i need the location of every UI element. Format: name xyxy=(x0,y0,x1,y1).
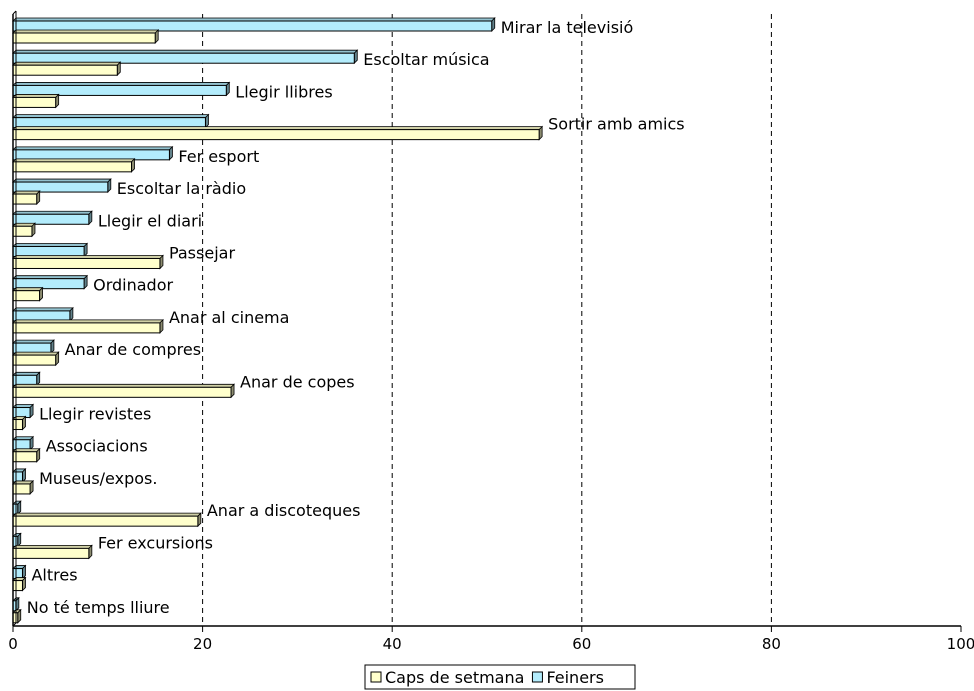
axes: 0 20 40 60 80 100 xyxy=(8,10,974,653)
category-labels: Mirar la televisió Escoltar música Llegir … xyxy=(27,18,685,617)
x-tick-label-40: 40 xyxy=(383,635,402,653)
bar-caps-de-setmana-llegir-el-diari xyxy=(12,222,36,238)
category-label-associacions: Associacions xyxy=(46,437,148,456)
bar-caps-de-setmana-sortir-amb-amics xyxy=(12,125,544,141)
x-tick-label-100: 100 xyxy=(947,635,974,653)
bar-feiners-sortir-amb-amics xyxy=(12,113,210,129)
bar-caps-de-setmana-ordinador xyxy=(12,286,44,302)
category-label-sortir-amb-amics: Sortir amb amics xyxy=(548,115,685,134)
category-label-ordinador: Ordinador xyxy=(93,276,173,295)
bar-feiners-anar-de-compres xyxy=(12,339,55,355)
bar-feiners-passejar xyxy=(12,242,89,258)
legend-box xyxy=(364,664,636,690)
x-tick-label-20: 20 xyxy=(193,635,212,653)
category-label-museus-expos: Museus/expos. xyxy=(39,469,157,488)
category-label-fer-esport: Fer esport xyxy=(178,147,259,166)
bar-caps-de-setmana-fer-excursions xyxy=(12,544,93,560)
category-label-escoltar-musica: Escoltar música xyxy=(363,50,489,69)
bar-feiners-altres xyxy=(12,564,27,580)
bar-caps-de-setmana-fer-esport xyxy=(12,157,136,173)
legend-item-caps-de-setmana: Caps de setmana xyxy=(370,668,524,687)
bar-feiners-mirar-la-televisio xyxy=(12,17,496,32)
bar-feiners-llegir-el-diari xyxy=(12,210,93,226)
bar-caps-de-setmana-associacions xyxy=(12,447,41,463)
category-label-altres: Altres xyxy=(31,566,77,585)
category-label-llegir-revistes: Llegir revistes xyxy=(39,405,151,424)
bar-feiners-ordinador xyxy=(12,274,89,290)
category-label-llegir-llibres: Llegir llibres xyxy=(235,82,332,101)
bar-feiners-llegir-llibres xyxy=(12,81,231,97)
category-label-mirar-la-televisio: Mirar la televisió xyxy=(501,18,634,37)
legend: Caps de setmana Feiners xyxy=(364,664,636,690)
bar-caps-de-setmana-anar-a-discoteques xyxy=(12,512,202,528)
legend-item-feiners: Feiners xyxy=(531,668,604,687)
bar-caps-de-setmana-museus-expos xyxy=(12,479,35,495)
category-label-passejar: Passejar xyxy=(169,243,236,262)
category-label-anar-de-compres: Anar de compres xyxy=(65,340,201,359)
bar-caps-de-setmana-llegir-revistes xyxy=(12,415,27,431)
category-label-anar-al-cinema: Anar al cinema xyxy=(169,308,290,327)
bar-feiners-anar-de-copes xyxy=(12,371,41,387)
bar-caps-de-setmana-mirar-la-televisio xyxy=(12,29,160,44)
bar-caps-de-setmana-no-te-temps-lliure xyxy=(12,608,22,624)
category-label-llegir-el-diari: Llegir el diari xyxy=(98,211,202,230)
bar-caps-de-setmana-anar-de-compres xyxy=(12,351,60,367)
category-label-escoltar-la-radio: Escoltar la ràdio xyxy=(117,179,246,198)
bar-feiners-escoltar-musica xyxy=(12,49,359,65)
axis-depth-corner xyxy=(12,622,17,627)
svg-text:Feiners: Feiners xyxy=(546,668,604,687)
bar-feiners-fer-excursions xyxy=(12,532,22,548)
x-tick-label-0: 0 xyxy=(8,635,18,653)
bar-caps-de-setmana-altres xyxy=(12,576,27,592)
bar-feiners-escoltar-la-radio xyxy=(12,178,112,194)
category-label-anar-de-copes: Anar de copes xyxy=(240,372,355,391)
bar-feiners-anar-al-cinema xyxy=(12,306,74,322)
bar-caps-de-setmana-anar-de-copes xyxy=(12,383,236,399)
bars-layer xyxy=(12,17,544,624)
bar-caps-de-setmana-escoltar-musica xyxy=(12,61,122,77)
bar-caps-de-setmana-anar-al-cinema xyxy=(12,318,164,334)
category-label-no-te-temps-lliure: No té temps lliure xyxy=(27,598,170,617)
x-tick-label-80: 80 xyxy=(762,635,781,653)
svg-text:Caps de setmana: Caps de setmana xyxy=(385,668,524,687)
category-label-fer-excursions: Fer excursions xyxy=(98,533,213,552)
bar-caps-de-setmana-llegir-llibres xyxy=(12,93,60,109)
bar-caps-de-setmana-passejar xyxy=(12,254,164,270)
bar-caps-de-setmana-escoltar-la-radio xyxy=(12,190,41,206)
bar-feiners-fer-esport xyxy=(12,145,174,161)
x-tick-label-60: 60 xyxy=(572,635,591,653)
bar-feiners-anar-a-discoteques xyxy=(12,500,22,516)
category-label-anar-a-discoteques: Anar a discoteques xyxy=(207,501,361,520)
bar-feiners-museus-expos xyxy=(12,467,27,483)
